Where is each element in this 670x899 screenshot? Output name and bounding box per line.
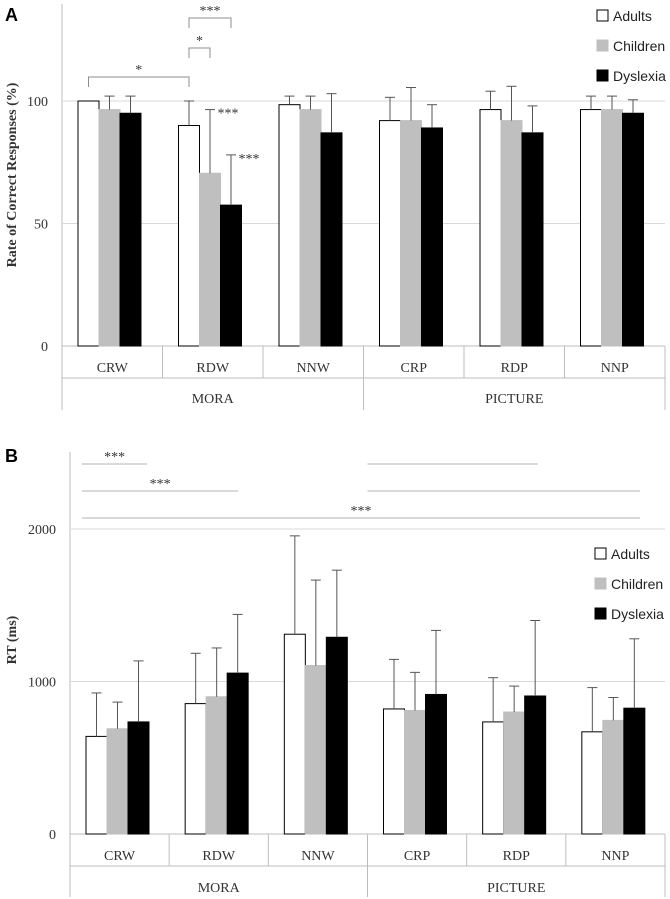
bar-adults (379, 120, 401, 347)
x-tick-label: RDW (202, 849, 235, 864)
significance-label: *** (351, 504, 372, 519)
y-tick-label: 1000 (28, 676, 56, 691)
legend-swatch-adults (596, 9, 609, 22)
bar-adults (581, 731, 604, 835)
significance-bracket (188, 47, 211, 58)
legend-swatch-adults (594, 547, 607, 560)
bar-children (500, 120, 523, 347)
bar-adults (178, 125, 200, 347)
legend-swatch-children (596, 39, 609, 52)
bar-adults (383, 708, 405, 835)
bar-children (205, 696, 228, 835)
legend-swatch-dyslexia (596, 69, 609, 82)
legend-label: Children (611, 576, 663, 592)
bar-dyslexia (524, 695, 547, 835)
bar-adults (482, 721, 505, 835)
x-tick-label: CRW (97, 361, 129, 376)
x-tick-label: RDP (503, 849, 530, 864)
bar-adults (580, 109, 602, 347)
bar-dyslexia (127, 721, 150, 835)
y-axis-label: RT (ms) (5, 615, 20, 664)
group-label: MORA (198, 881, 241, 896)
x-tick-label: CRP (404, 849, 431, 864)
panel-letter: A (5, 5, 18, 25)
bar-children (299, 109, 322, 347)
bar-children (503, 711, 526, 835)
legend-label: Children (613, 38, 665, 54)
chart-panel-a: A 0 50 100 CRW RDW NNW CRP RDP NNP MORA PICTURE Rate… (5, 4, 666, 410)
bar-dyslexia (220, 204, 242, 347)
bar-children (404, 709, 426, 835)
significance-label: *** (104, 450, 125, 465)
panel-letter: B (5, 446, 18, 466)
y-tick-label: 50 (34, 218, 48, 233)
bar-children (602, 719, 625, 835)
bar-children (400, 120, 422, 347)
legend-label: Adults (613, 8, 652, 24)
bar-adults (85, 735, 108, 835)
bar-dyslexia (119, 112, 142, 347)
bar-adults (283, 633, 306, 835)
y-tick-label: 100 (27, 95, 48, 110)
bar-adults (479, 109, 502, 347)
significance-bracket (88, 76, 190, 87)
legend-swatch-children (594, 577, 607, 590)
legend-swatch-dyslexia (594, 607, 607, 620)
bar-dyslexia (226, 672, 249, 835)
bar-children (304, 664, 327, 835)
significance-label: *** (200, 4, 221, 19)
group-label: PICTURE (485, 392, 543, 407)
x-tick-label: NNP (601, 361, 629, 376)
group-label: MORA (192, 392, 235, 407)
chart-panel-b: B 0 1000 2000 CRW RDW NNW CRP RDP NNP MORA PICTURE R… (5, 446, 666, 897)
significance-label: * (196, 34, 203, 49)
bar-children (98, 109, 121, 347)
y-tick-label: 0 (41, 340, 48, 355)
x-tick-label: RDP (501, 361, 528, 376)
bar-children (199, 172, 221, 347)
bar-adults (77, 100, 100, 347)
significance-label: *** (218, 107, 239, 122)
x-tick-label: NNP (601, 849, 629, 864)
x-tick-label: NNW (301, 849, 335, 864)
bar-dyslexia (622, 112, 644, 347)
x-tick-label: RDW (196, 361, 229, 376)
bar-adults (184, 703, 207, 835)
bar-dyslexia (623, 707, 646, 835)
bar-dyslexia (320, 132, 343, 347)
legend-label: Adults (611, 546, 650, 562)
bar-adults (278, 104, 301, 347)
bar-dyslexia (425, 693, 447, 835)
bar-children (106, 728, 129, 835)
y-tick-label: 2000 (28, 523, 56, 538)
x-tick-label: CRW (104, 849, 136, 864)
significance-label: *** (150, 477, 171, 492)
y-tick-label: 0 (49, 828, 56, 843)
bar-children (601, 109, 623, 347)
significance-bracket (188, 17, 232, 28)
significance-label: *** (239, 152, 260, 167)
legend-label: Dyslexia (613, 68, 666, 84)
significance-label: * (135, 63, 142, 78)
bar-dyslexia (521, 132, 544, 347)
group-label: PICTURE (487, 881, 545, 896)
legend-label: Dyslexia (611, 606, 664, 622)
y-axis-label: Rate of Correct Responses (%) (5, 82, 20, 267)
bar-dyslexia (421, 127, 443, 347)
bar-dyslexia (325, 636, 348, 835)
x-tick-label: CRP (401, 361, 428, 376)
x-tick-label: NNW (297, 361, 331, 376)
